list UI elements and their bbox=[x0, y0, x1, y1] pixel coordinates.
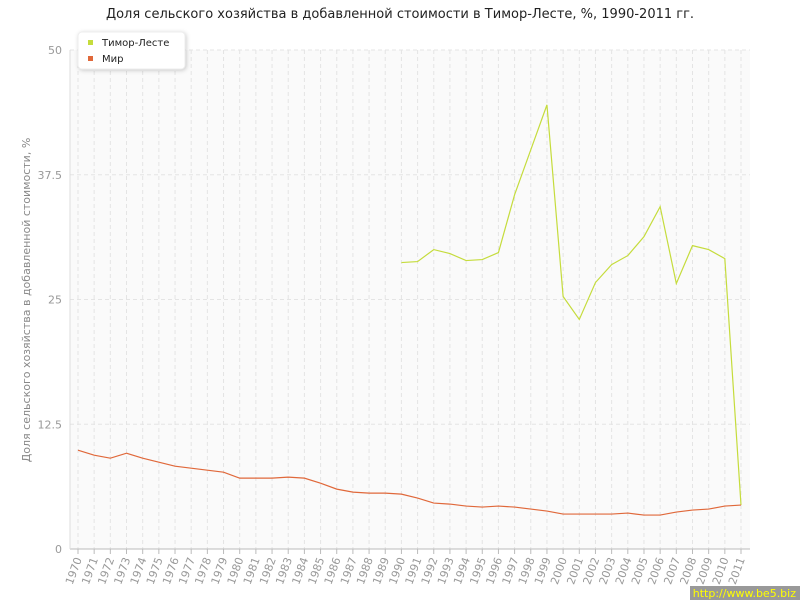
watermark: http://www.be5.biz bbox=[693, 587, 796, 600]
watermark-bg bbox=[690, 586, 800, 600]
series-line bbox=[77, 449, 742, 516]
legend-box bbox=[77, 31, 186, 70]
y-tick-label: 0 bbox=[55, 543, 62, 556]
legend-label: Мир bbox=[102, 54, 123, 65]
chart-title: Доля сельского хозяйства в добавленной с… bbox=[106, 7, 694, 22]
legend-swatch bbox=[88, 56, 93, 61]
y-tick-label: 50 bbox=[48, 44, 62, 57]
y-tick-label: 12.5 bbox=[38, 418, 63, 431]
legend-swatch bbox=[88, 40, 93, 45]
legend-label: Тимор-Лесте bbox=[101, 38, 169, 49]
series-line bbox=[401, 104, 742, 506]
y-tick-label: 37.5 bbox=[38, 169, 63, 182]
y-tick-label: 25 bbox=[48, 294, 62, 307]
y-axis-label: Доля сельского хозяйства в добавленной с… bbox=[20, 138, 33, 463]
